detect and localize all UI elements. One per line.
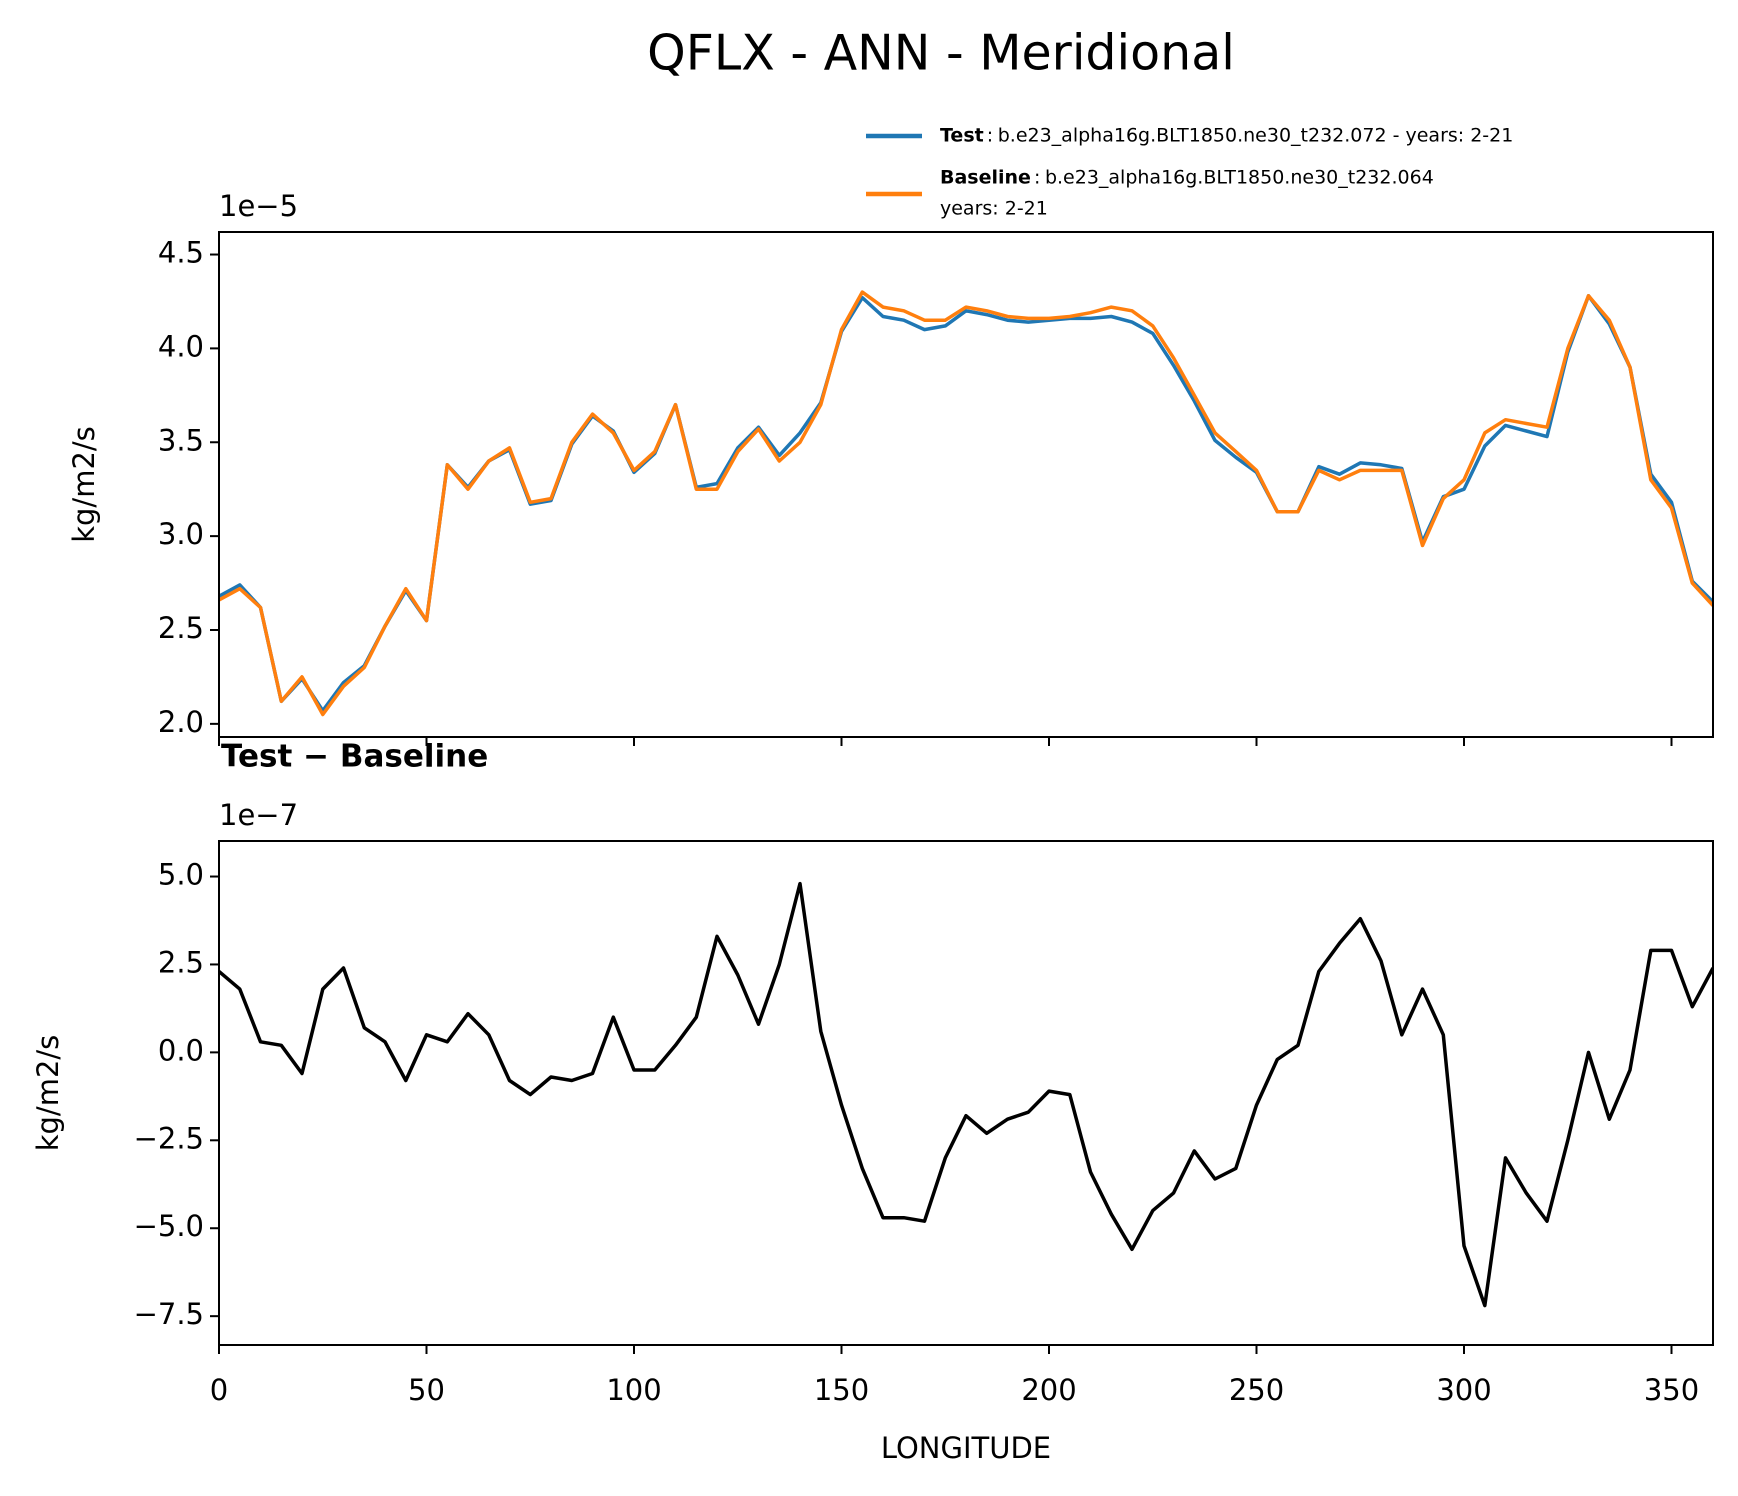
axes-frame <box>218 840 1714 1346</box>
y-tick-label: 4.0 <box>158 329 204 363</box>
x-tick-label: 50 <box>408 1373 445 1407</box>
subplot-title: Test − Baseline <box>221 739 488 775</box>
y-tick-label: 4.5 <box>158 236 204 270</box>
y-tick-label: −5.0 <box>134 1209 204 1243</box>
figure-title: QFLX - ANN - Meridional <box>647 25 1235 82</box>
y-tick-label: 2.5 <box>158 611 204 645</box>
legend-description: b.e23_alpha16g.BLT1850.ne30_t232.064 <box>1045 167 1434 189</box>
legend-separator: : <box>1034 167 1040 189</box>
y-tick-label: 3.5 <box>158 423 204 457</box>
data-line <box>219 881 1713 1308</box>
x-tick-label: 200 <box>1021 1373 1076 1407</box>
x-axis-label: LONGITUDE <box>881 1431 1051 1465</box>
legend-description: b.e23_alpha16g.BLT1850.ne30_t232.072 - y… <box>998 125 1514 147</box>
y-axis-label: kg/m2/s <box>67 426 101 543</box>
legend-name: Baseline <box>940 167 1031 189</box>
y-tick-label: 3.0 <box>158 517 204 551</box>
x-tick-label: 300 <box>1436 1373 1491 1407</box>
offset-label: 1e−7 <box>219 798 298 832</box>
legend-separator: : <box>987 125 993 147</box>
y-tick-label: 2.5 <box>158 945 204 979</box>
x-tick-label: 100 <box>606 1373 661 1407</box>
y-tick-label: 5.0 <box>158 858 204 892</box>
x-tick-label: 350 <box>1644 1373 1699 1407</box>
y-tick-label: 2.0 <box>158 705 204 739</box>
offset-label: 1e−5 <box>219 189 298 223</box>
legend-description: years: 2-21 <box>940 198 1048 220</box>
y-tick-label: −2.5 <box>134 1121 204 1155</box>
x-tick-label: 0 <box>210 1373 228 1407</box>
y-tick-label: 0.0 <box>158 1033 204 1067</box>
axes-frame <box>218 231 1714 738</box>
data-line <box>219 290 1713 717</box>
x-tick-label: 250 <box>1229 1373 1284 1407</box>
x-tick-label: 150 <box>814 1373 869 1407</box>
legend-name: Test <box>940 125 984 147</box>
y-tick-label: −7.5 <box>134 1297 204 1331</box>
y-axis-label: kg/m2/s <box>31 1035 65 1152</box>
